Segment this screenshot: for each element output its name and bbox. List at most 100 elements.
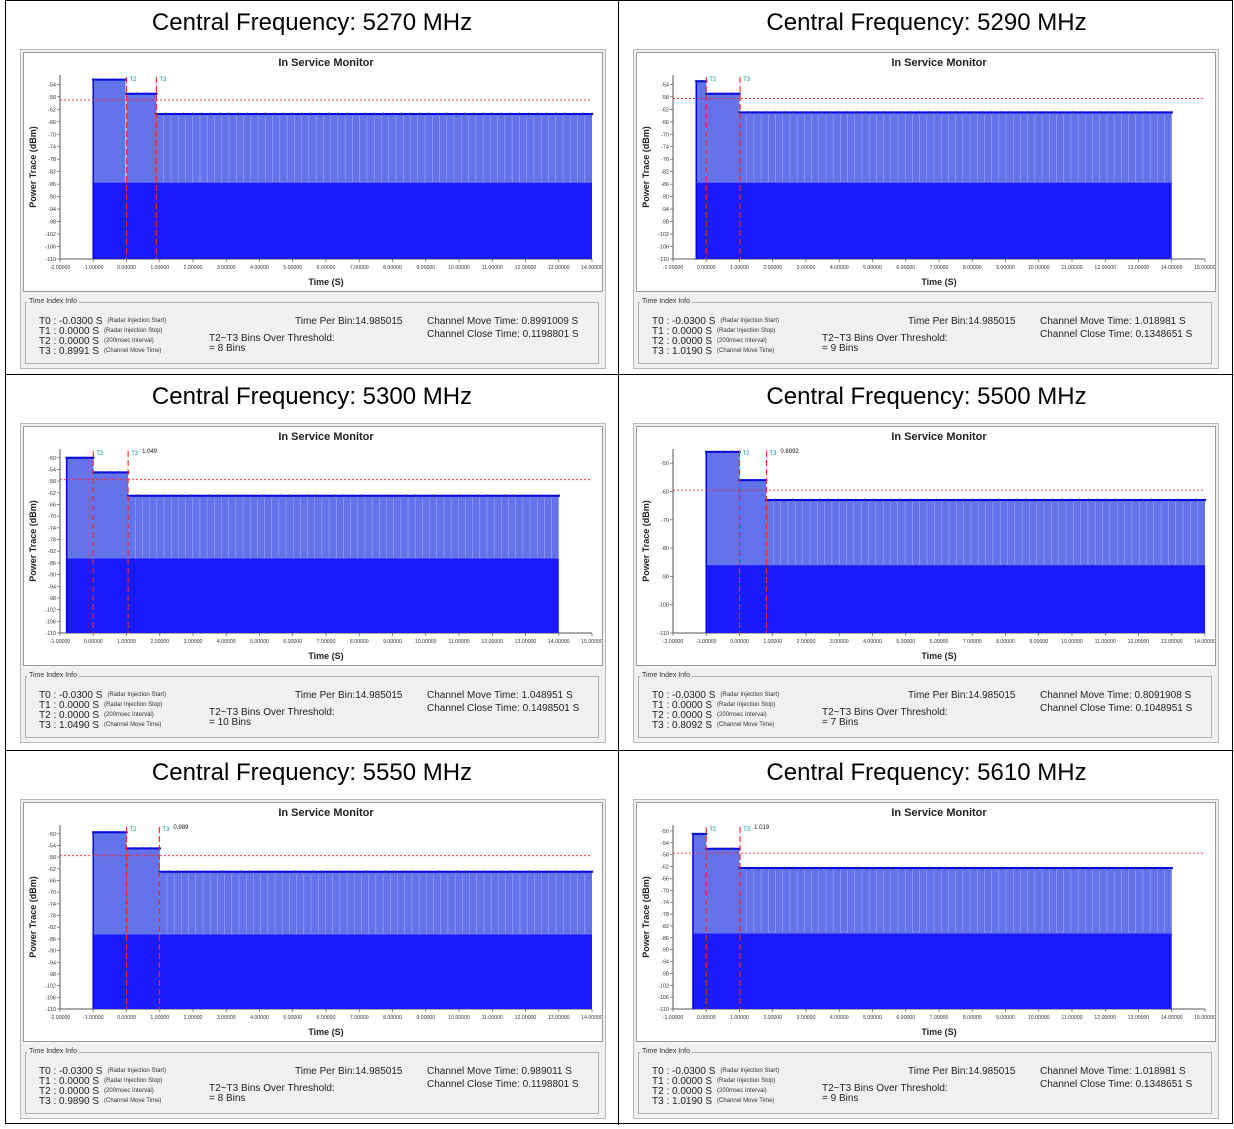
trace-point xyxy=(218,112,222,116)
y-tick-label: -98 xyxy=(661,971,669,977)
marker-label: T2 xyxy=(743,451,751,457)
trace-point xyxy=(863,498,866,502)
central-frequency-title: Central Frequency: 5500 MHz xyxy=(766,383,1087,410)
trace-point xyxy=(1107,866,1111,870)
y-tick-label: -78 xyxy=(661,912,669,918)
trace-point xyxy=(144,494,148,498)
trace-point xyxy=(854,498,857,502)
y-tick-label: -110 xyxy=(658,257,669,263)
time-index-info-legend: Time Index Info xyxy=(640,298,692,305)
power-trace-chart: In Service Monitor Power Trace (dBm) Time … xyxy=(641,807,1215,1037)
x-tick-label: 14.00000 xyxy=(548,639,570,645)
time-index-info: Time Index Info T0 : -0.0300 S (Radar Inj… xyxy=(636,1048,1216,1116)
y-tick-label: -102 xyxy=(45,608,56,614)
trace-point xyxy=(194,870,198,874)
trace-point xyxy=(945,111,948,114)
central-frequency-title: Central Frequency: 5290 MHz xyxy=(766,9,1087,36)
trace-point xyxy=(818,498,822,502)
trace-point xyxy=(329,870,333,874)
y-tick-label: -94 xyxy=(661,207,669,213)
trace-point xyxy=(729,92,733,96)
channel-move-time: Channel Move Time: 0.8991009 S xyxy=(427,316,579,327)
y-tick-label: -82 xyxy=(48,549,56,555)
trace-point xyxy=(981,111,984,114)
trace-point xyxy=(270,494,273,498)
trace-point xyxy=(291,112,294,116)
y-tick-label: -98 xyxy=(661,220,669,226)
y-tick-label: -86 xyxy=(661,936,669,942)
t2-value: T2 : 0.0000 S xyxy=(39,1086,100,1097)
trace-point xyxy=(409,112,412,116)
t0-note: (Radar Injection Start) xyxy=(720,692,780,698)
trace-point xyxy=(1116,866,1120,870)
trace-point xyxy=(1035,111,1038,114)
bins-over-threshold-value: = 8 Bins xyxy=(209,343,246,354)
t2-note: (200msec Interval) xyxy=(104,712,154,718)
y-tick-label: -50 xyxy=(48,456,56,462)
trace-point xyxy=(490,112,494,116)
trace-point xyxy=(954,866,957,870)
trace-point xyxy=(882,866,885,870)
x-axis-label: Time (S) xyxy=(921,277,956,287)
y-tick-label: -98 xyxy=(48,220,56,226)
trace-point xyxy=(704,92,708,96)
trace-point xyxy=(1078,498,1081,502)
y-tick-label: -86 xyxy=(661,182,669,188)
x-tick-label: 3.00000 xyxy=(217,1015,236,1021)
trace-point xyxy=(747,866,750,870)
t2-note: (200msec Interval) xyxy=(104,1088,154,1094)
trace-point xyxy=(288,494,291,498)
y-tick-label: -62 xyxy=(48,491,56,497)
trace-point xyxy=(234,494,238,498)
time-index-info-legend: Time Index Info xyxy=(27,1048,79,1055)
x-tick-label: 8.00000 xyxy=(350,639,369,645)
x-tick-label: 5.00000 xyxy=(896,639,915,645)
marker-label: T3 xyxy=(769,451,777,457)
t2-value: T2 : 0.0000 S xyxy=(652,1086,713,1097)
trace-point xyxy=(747,111,750,114)
time-per-bin: Time Per Bin:14.985015 xyxy=(295,1066,403,1077)
trace-point xyxy=(837,866,840,870)
trace-point xyxy=(252,494,256,498)
x-tick-label: 11.00000 xyxy=(448,639,469,645)
t0-line: T0 : -0.0300 S (Radar Injection Start) xyxy=(652,1067,779,1078)
trace-point xyxy=(109,471,113,474)
trace-point xyxy=(765,866,768,870)
trace-point xyxy=(836,498,840,502)
x-tick-label: 13.00000 xyxy=(1161,639,1183,645)
t1-note: (Radar Injection Stop) xyxy=(104,328,163,334)
power-trace-chart: In Service Monitor Power Trace (dBm) Time … xyxy=(28,431,602,661)
trace-point xyxy=(135,92,138,96)
panel-5500: Central Frequency: 5500 MHz In Service M… xyxy=(619,375,1234,751)
x-tick-label: -2.00000 xyxy=(50,1015,71,1021)
x-tick-label: 1.00000 xyxy=(150,265,169,271)
trace-point xyxy=(1033,498,1037,502)
t1-line: T1 : 0.0000 S (Radar Injection Stop) xyxy=(652,1077,775,1088)
trace-point xyxy=(554,112,558,116)
x-tick-label: 5.00000 xyxy=(250,639,269,645)
trace-point xyxy=(118,471,121,474)
trace-point xyxy=(395,494,399,498)
channel-move-time: Channel Move Time: 0.989011 S xyxy=(427,1066,572,1077)
y-tick-label: -62 xyxy=(48,867,56,873)
x-tick-label: 9.00000 xyxy=(383,639,402,645)
y-tick-label: -54 xyxy=(661,82,669,88)
x-tick-label: 8.00000 xyxy=(963,1015,982,1021)
power-trace-segment xyxy=(696,81,707,183)
trace-point xyxy=(463,112,467,116)
trace-point xyxy=(1024,498,1028,502)
t1-value: T1 : 0.0000 S xyxy=(39,1076,100,1087)
y-tick-label: -70 xyxy=(661,888,669,894)
trace-point xyxy=(449,494,453,498)
trace-point xyxy=(1071,866,1074,870)
trace-point xyxy=(185,870,189,874)
power-trace-segment xyxy=(66,457,94,559)
trace-point xyxy=(900,866,903,870)
trace-point xyxy=(494,494,498,498)
y-tick-label: -94 xyxy=(661,960,669,966)
trace-point xyxy=(952,498,956,502)
trace-point xyxy=(545,870,549,874)
trace-point xyxy=(418,112,421,116)
trace-point xyxy=(422,494,426,498)
trace-point xyxy=(855,866,858,870)
